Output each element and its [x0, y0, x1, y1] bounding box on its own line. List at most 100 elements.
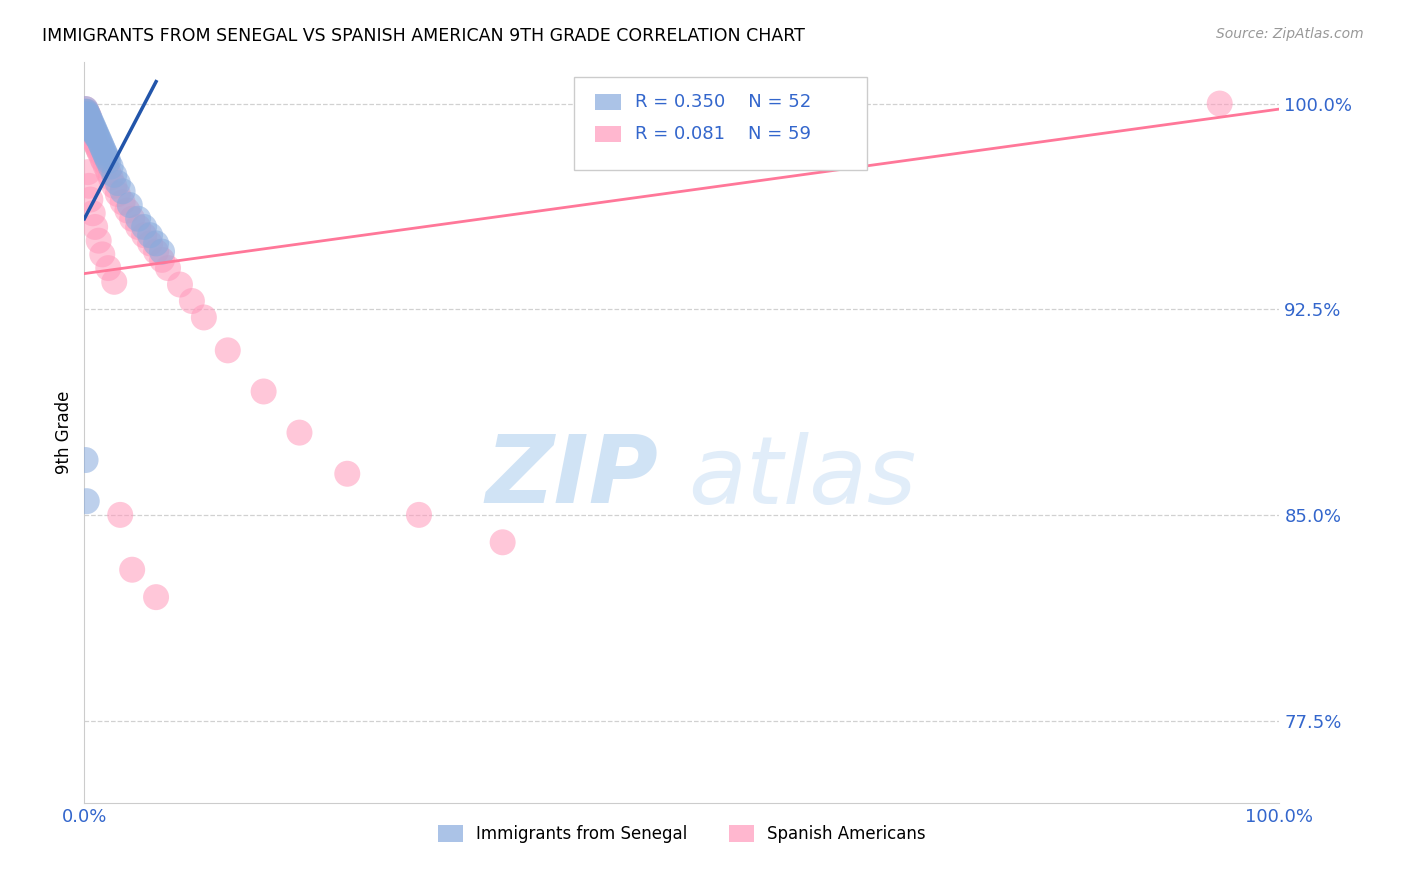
Point	[181, 293, 204, 308]
Point	[79, 119, 101, 133]
Point	[77, 107, 100, 121]
Point	[90, 137, 112, 152]
Legend: Immigrants from Senegal, Spanish Americans: Immigrants from Senegal, Spanish America…	[432, 819, 932, 850]
Point	[79, 116, 101, 130]
Point	[75, 107, 97, 121]
Point	[96, 152, 118, 166]
Point	[76, 104, 98, 119]
Point	[150, 244, 173, 259]
Point	[77, 107, 100, 121]
Point	[93, 143, 115, 157]
Point	[157, 261, 180, 276]
Point	[84, 135, 107, 149]
Point	[83, 124, 105, 138]
Point	[492, 535, 515, 549]
Point	[86, 127, 108, 141]
Point	[82, 127, 104, 141]
Point	[107, 187, 129, 202]
Point	[100, 170, 122, 185]
Point	[97, 261, 120, 276]
Point	[77, 110, 100, 124]
Point	[89, 135, 111, 149]
Point	[145, 244, 167, 259]
Point	[100, 160, 122, 174]
Point	[80, 119, 103, 133]
Point	[121, 563, 143, 577]
Point	[408, 508, 430, 522]
Point	[77, 116, 100, 130]
Point	[75, 453, 97, 467]
Point	[103, 178, 125, 193]
Point	[132, 228, 156, 243]
Point	[84, 124, 107, 138]
Point	[103, 168, 125, 182]
Y-axis label: 9th Grade: 9th Grade	[55, 391, 73, 475]
Point	[145, 590, 167, 604]
Point	[84, 219, 107, 234]
Point	[79, 119, 101, 133]
Point	[83, 129, 105, 144]
Point	[76, 494, 98, 508]
Point	[150, 252, 173, 267]
Point	[80, 116, 103, 130]
Point	[77, 113, 100, 128]
Point	[89, 145, 111, 160]
Point	[107, 176, 129, 190]
Point	[111, 195, 134, 210]
Point	[80, 121, 103, 136]
Point	[86, 129, 108, 144]
Point	[117, 203, 139, 218]
Point	[77, 113, 100, 128]
Point	[139, 236, 162, 251]
Point	[77, 110, 100, 124]
Point	[93, 145, 115, 160]
Point	[75, 102, 97, 116]
Point	[80, 121, 103, 136]
Point	[84, 127, 107, 141]
Point	[86, 129, 108, 144]
Point	[1209, 96, 1232, 111]
Text: atlas: atlas	[688, 432, 917, 523]
Point	[87, 132, 110, 146]
Point	[77, 119, 100, 133]
Point	[91, 140, 114, 154]
Point	[77, 165, 100, 179]
Point	[86, 140, 108, 154]
Point	[139, 228, 162, 243]
Point	[118, 198, 141, 212]
Point	[87, 234, 110, 248]
Point	[193, 310, 215, 325]
Point	[75, 104, 97, 119]
Point	[127, 211, 149, 226]
Point	[132, 219, 156, 234]
Point	[77, 178, 100, 193]
Text: ZIP: ZIP	[485, 431, 658, 523]
Point	[76, 113, 98, 128]
Point	[83, 121, 105, 136]
Point	[217, 343, 239, 358]
Point	[91, 152, 114, 166]
Point	[97, 154, 120, 169]
Point	[288, 425, 311, 440]
Point	[82, 206, 104, 220]
Point	[336, 467, 359, 481]
Point	[80, 119, 103, 133]
Text: R = 0.081    N = 59: R = 0.081 N = 59	[636, 125, 811, 144]
Point	[87, 143, 110, 157]
FancyBboxPatch shape	[575, 78, 868, 169]
Point	[145, 236, 167, 251]
Point	[79, 193, 101, 207]
Point	[83, 132, 105, 146]
Point	[94, 160, 117, 174]
Point	[97, 165, 120, 179]
Point	[127, 219, 149, 234]
Point	[82, 119, 104, 133]
Point	[93, 154, 115, 169]
Point	[82, 121, 104, 136]
Point	[86, 137, 108, 152]
Point	[82, 124, 104, 138]
Point	[91, 247, 114, 261]
Point	[79, 113, 101, 128]
Point	[75, 104, 97, 119]
Text: Source: ZipAtlas.com: Source: ZipAtlas.com	[1216, 27, 1364, 41]
